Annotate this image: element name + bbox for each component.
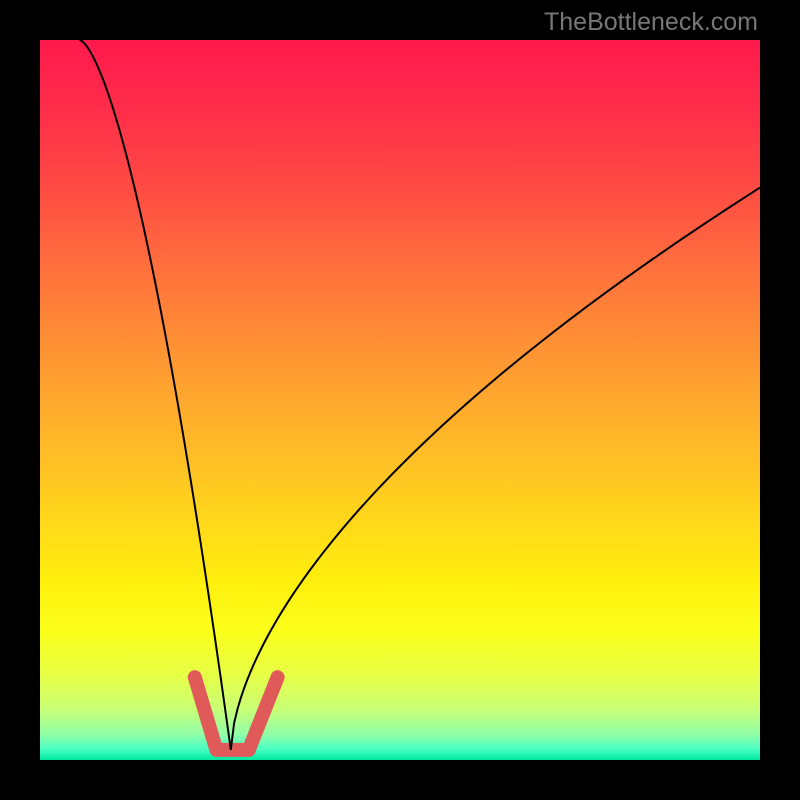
watermark-text: TheBottleneck.com <box>544 8 758 37</box>
curve-layer <box>40 40 760 760</box>
bottleneck-curve <box>80 40 760 750</box>
plot-area <box>40 40 760 760</box>
chart-container: TheBottleneck.com <box>0 0 800 800</box>
